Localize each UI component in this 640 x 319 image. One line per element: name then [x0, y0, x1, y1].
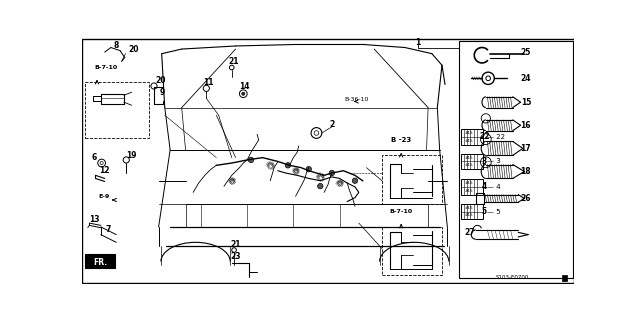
Text: E-9: E-9 — [99, 194, 110, 199]
Bar — [562, 275, 568, 281]
Text: S103-E0700: S103-E0700 — [495, 275, 529, 280]
Text: 18: 18 — [520, 167, 531, 176]
Text: 16: 16 — [521, 121, 531, 130]
Text: #15: #15 — [465, 206, 473, 210]
Text: FR.: FR. — [93, 258, 107, 267]
Text: 20: 20 — [155, 76, 165, 85]
Text: 25: 25 — [521, 48, 531, 57]
Text: — 22: — 22 — [488, 134, 506, 140]
Text: 12: 12 — [99, 166, 110, 175]
Text: 13: 13 — [89, 216, 99, 225]
Text: 7: 7 — [106, 225, 111, 234]
Bar — [461, 129, 483, 145]
Bar — [459, 41, 573, 278]
Text: #15: #15 — [465, 139, 473, 143]
Circle shape — [248, 157, 253, 163]
Text: #15: #15 — [465, 163, 473, 167]
Text: #15: #15 — [465, 189, 473, 193]
Text: 22: 22 — [479, 132, 490, 141]
Text: 15: 15 — [521, 98, 531, 107]
Text: 8: 8 — [113, 41, 119, 50]
Text: 21: 21 — [229, 57, 239, 66]
Text: 23: 23 — [230, 252, 241, 261]
Text: 19: 19 — [127, 151, 137, 160]
Text: 3: 3 — [482, 157, 487, 166]
Bar — [382, 227, 442, 275]
Text: B-7-10: B-7-10 — [94, 65, 117, 70]
Text: 14: 14 — [239, 82, 250, 91]
Text: 4: 4 — [482, 182, 487, 191]
Circle shape — [306, 167, 312, 172]
Text: #15: #15 — [465, 181, 473, 185]
Text: #15: #15 — [465, 131, 473, 135]
Text: 17: 17 — [520, 144, 531, 153]
Text: 2: 2 — [329, 120, 335, 129]
Text: 26: 26 — [521, 194, 531, 203]
Circle shape — [352, 178, 358, 183]
Text: 21: 21 — [230, 240, 241, 249]
Text: — 3: — 3 — [488, 159, 501, 165]
Bar — [461, 179, 483, 195]
Circle shape — [329, 170, 335, 176]
Bar — [86, 254, 115, 268]
Bar — [382, 155, 442, 204]
Text: 6: 6 — [92, 153, 97, 162]
Text: 11: 11 — [204, 78, 214, 87]
Text: 27: 27 — [464, 228, 475, 237]
Bar — [461, 204, 483, 219]
Text: 24: 24 — [521, 74, 531, 83]
Circle shape — [242, 92, 245, 95]
Text: 5: 5 — [482, 207, 487, 216]
Bar — [86, 82, 148, 137]
Text: — 5: — 5 — [488, 209, 501, 215]
Circle shape — [317, 183, 323, 189]
Text: 1: 1 — [415, 38, 420, 47]
Text: B-36-10: B-36-10 — [344, 97, 369, 102]
Text: B-7-10: B-7-10 — [390, 209, 413, 214]
Text: 9: 9 — [160, 88, 165, 97]
Bar — [476, 193, 484, 204]
Text: B -23: B -23 — [391, 137, 412, 143]
Text: — 4: — 4 — [488, 184, 501, 190]
Text: 20: 20 — [128, 45, 138, 54]
Bar — [461, 154, 483, 169]
Text: #15: #15 — [465, 156, 473, 160]
Circle shape — [285, 163, 291, 168]
Text: #15: #15 — [465, 213, 473, 217]
